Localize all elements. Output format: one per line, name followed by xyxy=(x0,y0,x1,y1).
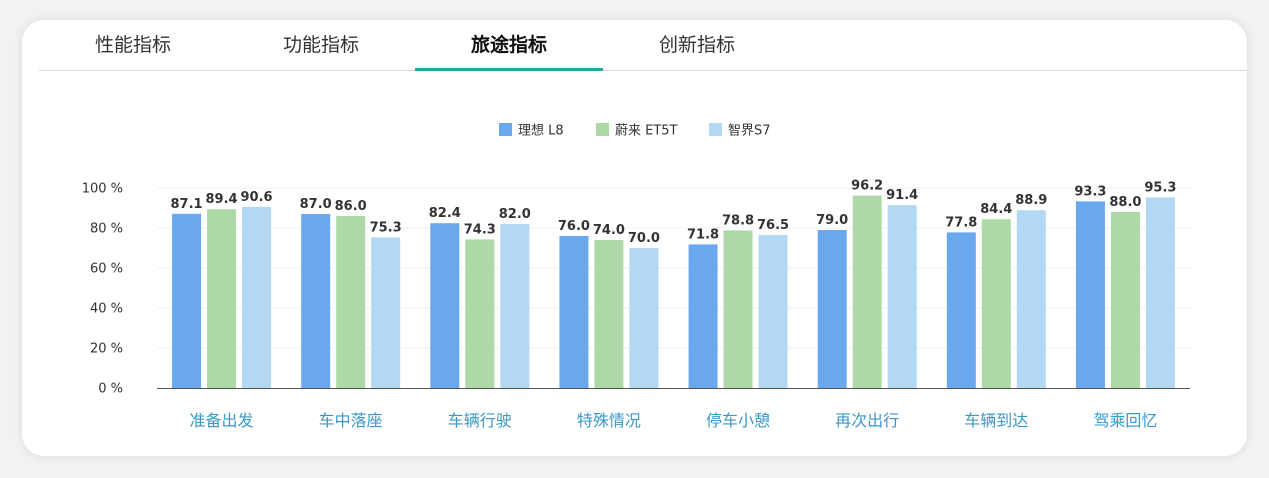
x-tick-label: 停车小憩 xyxy=(706,411,770,430)
data-label: 70.0 xyxy=(628,231,660,246)
tab-function[interactable]: 功能指标 xyxy=(282,34,359,56)
bar xyxy=(242,206,272,388)
legend-label: 理想 L8 xyxy=(518,123,564,139)
bar xyxy=(207,209,237,388)
y-tick-label: 40 % xyxy=(90,302,123,317)
bar xyxy=(1016,210,1046,388)
tab-innovation[interactable]: 创新指标 xyxy=(658,34,735,56)
bar xyxy=(336,216,366,388)
y-tick-label: 60 % xyxy=(90,262,123,277)
data-label: 74.0 xyxy=(593,223,625,238)
legend-swatch xyxy=(709,123,722,136)
bar xyxy=(817,230,847,388)
data-label: 71.8 xyxy=(687,227,719,242)
data-label: 84.4 xyxy=(980,202,1012,217)
x-tick-label: 准备出发 xyxy=(190,411,254,430)
bar xyxy=(1145,197,1175,388)
data-label: 86.0 xyxy=(335,199,367,214)
data-label: 79.0 xyxy=(816,213,848,228)
x-tick-label: 特殊情况 xyxy=(577,411,641,430)
chart-card: 性能指标 功能指标 旅途指标 创新指标 0 % 20 % 40 % 60 % 80 % 1… xyxy=(22,20,1247,456)
bar xyxy=(887,205,917,388)
bar-chart: 0 % 20 % 40 % 60 % 80 % 100 % 87.1 89.4 90.6 准备出发… xyxy=(82,123,1190,430)
data-label: 91.4 xyxy=(886,188,918,203)
data-label: 89.4 xyxy=(206,192,238,207)
x-tick-label: 车辆行驶 xyxy=(448,411,512,430)
bar xyxy=(1075,201,1105,388)
data-label: 88.0 xyxy=(1109,195,1141,210)
x-tick-label: 车辆到达 xyxy=(964,411,1028,430)
bar xyxy=(559,236,589,388)
tab-bar: 性能指标 功能指标 旅途指标 创新指标 xyxy=(39,20,1247,71)
bar xyxy=(629,248,659,388)
data-label: 87.0 xyxy=(300,197,332,212)
legend-label: 蔚来 ET5T xyxy=(615,124,678,139)
bar xyxy=(852,195,882,388)
y-tick-label: 20 % xyxy=(90,342,123,357)
data-label: 88.9 xyxy=(1015,193,1047,208)
data-label: 75.3 xyxy=(370,220,402,235)
data-label: 96.2 xyxy=(851,179,883,194)
tab-journey[interactable]: 旅途指标 xyxy=(415,20,603,71)
y-tick-label: 100 % xyxy=(82,182,123,197)
bar xyxy=(594,240,624,388)
bar xyxy=(301,214,331,388)
bar xyxy=(688,244,718,388)
data-label: 87.1 xyxy=(171,197,203,212)
data-label: 74.3 xyxy=(464,222,496,237)
data-label: 76.5 xyxy=(757,218,789,233)
bar xyxy=(500,224,530,388)
y-tick-label: 0 % xyxy=(98,382,123,397)
data-label: 76.0 xyxy=(558,219,590,234)
bar xyxy=(371,237,401,388)
x-tick-label: 车中落座 xyxy=(319,411,383,430)
data-label: 82.4 xyxy=(429,206,461,221)
bar xyxy=(758,235,788,388)
data-label: 77.8 xyxy=(945,215,977,230)
tab-performance[interactable]: 性能指标 xyxy=(94,34,171,56)
legend-label: 智界S7 xyxy=(728,124,771,139)
bar xyxy=(981,219,1011,388)
bar xyxy=(1110,212,1140,388)
bar xyxy=(723,230,753,388)
x-tick-label: 再次出行 xyxy=(835,411,899,430)
y-tick-label: 80 % xyxy=(90,222,123,237)
bar xyxy=(172,213,202,388)
x-tick-label: 驾乘回忆 xyxy=(1093,411,1157,430)
legend-swatch xyxy=(499,123,512,136)
data-label: 82.0 xyxy=(499,207,531,222)
bar xyxy=(465,239,495,388)
data-label: 95.3 xyxy=(1144,180,1176,195)
bar xyxy=(946,232,976,388)
data-label: 93.3 xyxy=(1074,184,1106,199)
data-label: 78.8 xyxy=(722,213,754,228)
bar xyxy=(430,223,460,388)
data-label: 90.6 xyxy=(241,190,273,205)
legend-swatch xyxy=(596,123,609,136)
